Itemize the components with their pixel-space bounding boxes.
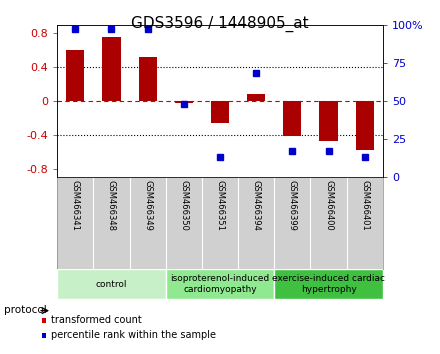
Text: GSM466348: GSM466348	[107, 180, 116, 231]
Bar	[211, 101, 229, 123]
Bar	[319, 101, 337, 142]
Text: GSM466400: GSM466400	[324, 180, 333, 230]
Text: transformed count: transformed count	[51, 315, 142, 325]
Text: protocol: protocol	[4, 305, 47, 315]
Bar	[103, 38, 121, 101]
Bar	[166, 269, 274, 299]
Bar	[274, 269, 383, 299]
Bar	[283, 101, 301, 136]
Text: GSM466350: GSM466350	[180, 180, 188, 231]
Bar	[66, 50, 84, 101]
Text: percentile rank within the sample: percentile rank within the sample	[51, 330, 216, 340]
Text: GSM466394: GSM466394	[252, 180, 260, 231]
Text: GSM466399: GSM466399	[288, 180, 297, 231]
Text: GSM466341: GSM466341	[71, 180, 80, 231]
Bar	[356, 101, 374, 150]
Text: control: control	[96, 280, 127, 289]
Text: isoproterenol-induced
cardiomyopathy: isoproterenol-induced cardiomyopathy	[170, 274, 270, 294]
Bar	[139, 57, 157, 101]
Text: exercise-induced cardiac
hypertrophy: exercise-induced cardiac hypertrophy	[272, 274, 385, 294]
Text: GSM466349: GSM466349	[143, 180, 152, 231]
Bar	[175, 101, 193, 103]
Bar	[57, 269, 166, 299]
Text: GSM466401: GSM466401	[360, 180, 369, 230]
Text: GDS3596 / 1448905_at: GDS3596 / 1448905_at	[131, 16, 309, 32]
Text: GSM466351: GSM466351	[216, 180, 224, 231]
Bar	[247, 94, 265, 101]
